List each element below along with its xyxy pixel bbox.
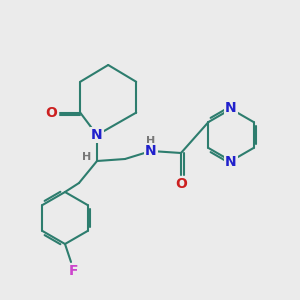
Text: H: H [82,152,91,162]
Text: N: N [225,101,237,115]
Text: O: O [175,177,187,191]
Text: F: F [68,264,78,278]
Text: N: N [145,144,157,158]
Text: N: N [225,155,237,169]
Text: H: H [146,136,156,146]
Text: O: O [45,106,57,120]
Text: N: N [91,128,103,142]
